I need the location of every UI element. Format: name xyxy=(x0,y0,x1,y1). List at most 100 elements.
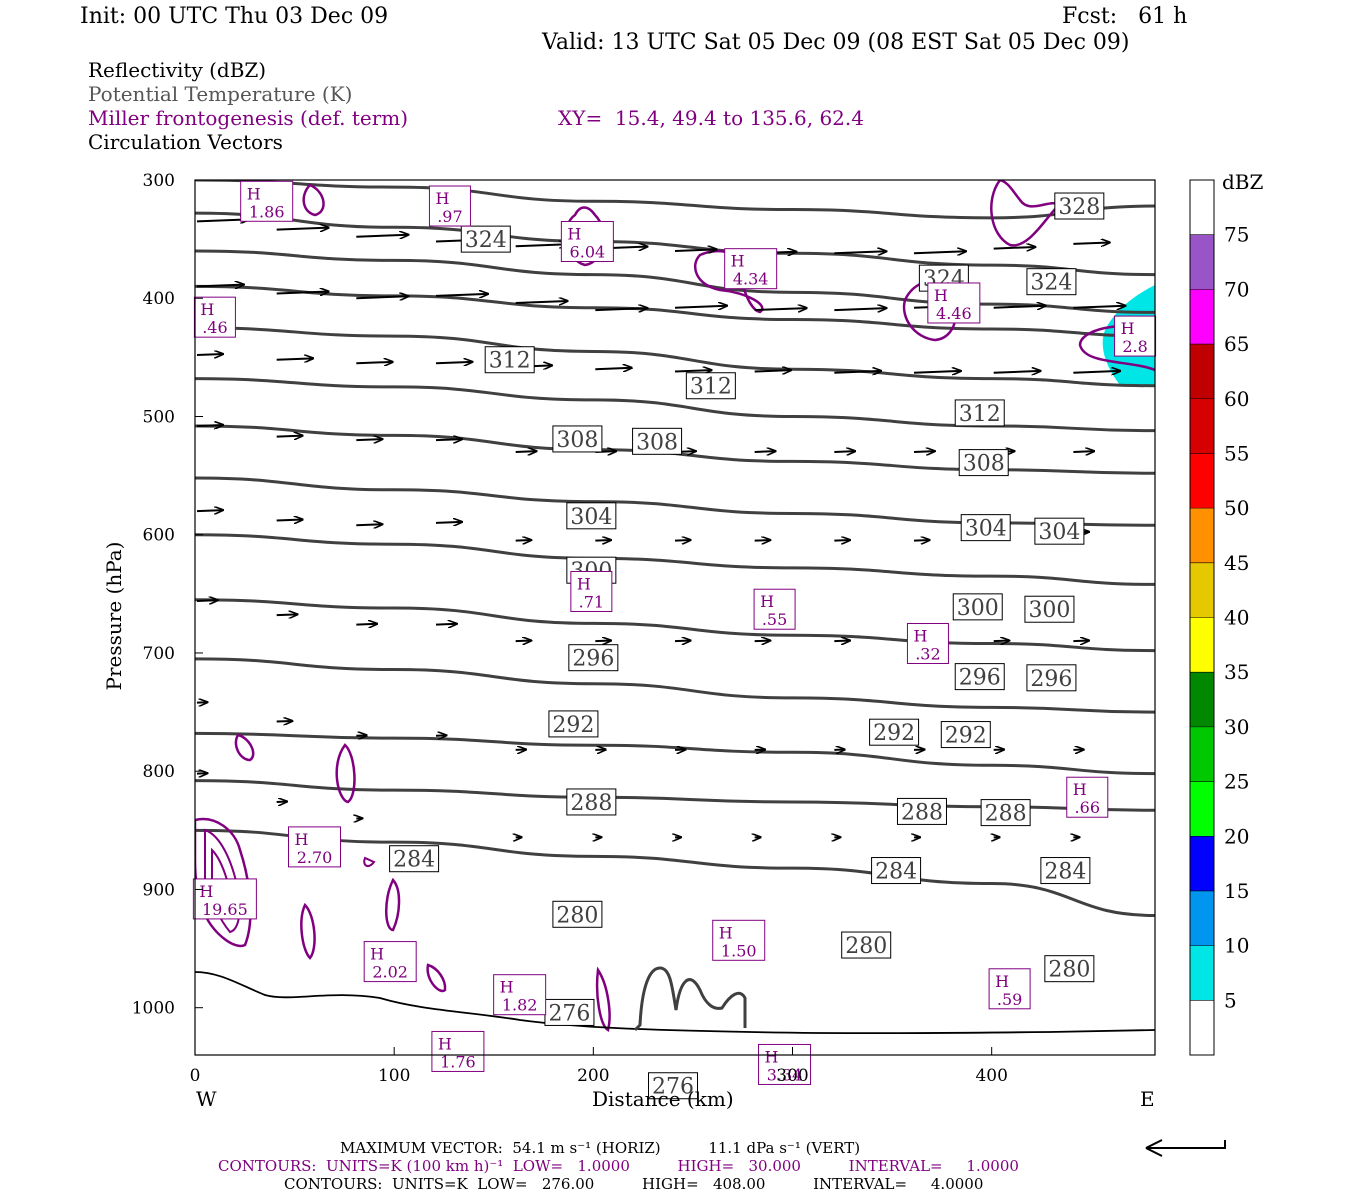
fronto-max-h: H xyxy=(435,189,449,208)
fronto-max-marker: H19.65 xyxy=(192,878,257,920)
circulation-vector xyxy=(276,721,293,722)
fronto-max-value: 2.02 xyxy=(372,963,408,982)
fronto-max-box xyxy=(927,282,981,324)
y-tick-label: 900 xyxy=(143,880,175,900)
theta-label: 308 xyxy=(636,430,678,455)
fronto-max-box xyxy=(428,185,471,227)
fronto-max-h: H xyxy=(765,1047,779,1066)
theta-label: 284 xyxy=(875,860,917,885)
colorbar-segment xyxy=(1190,890,1214,946)
init-time: Init: 00 UTC Thu 03 Dec 09 xyxy=(80,4,389,29)
colorbar-label: 35 xyxy=(1224,660,1249,684)
colorbar-segment xyxy=(1190,398,1214,454)
theta-label: 312 xyxy=(959,402,1001,427)
theta-label: 280 xyxy=(845,934,887,959)
fronto-max-h: H xyxy=(760,592,774,611)
fronto-max-value: 2.8 xyxy=(1122,337,1147,356)
circulation-vector xyxy=(674,540,691,541)
fronto-max-h: H xyxy=(199,882,213,901)
plot-frame xyxy=(194,179,1156,1056)
theta-label-box xyxy=(841,931,892,959)
theta-label-box xyxy=(1044,955,1095,983)
x-tick-label: 100 xyxy=(378,1066,410,1086)
dbz-colorbar: 5 10 15 20 25 30 35 40 45 50 55 60 65 70 75 xyxy=(1189,179,1249,1056)
fronto-max-h: H xyxy=(934,286,948,305)
fronto-max-marker: H6.04 xyxy=(560,220,614,262)
theta-label-box xyxy=(1040,857,1091,885)
fronto-contour xyxy=(335,743,356,804)
reference-vector-arrow xyxy=(1145,1139,1226,1157)
fronto-max-marker: H1.76 xyxy=(431,1030,485,1072)
theta-292-contour xyxy=(195,598,1155,653)
circulation-vector xyxy=(1073,371,1120,373)
axes: 0 100 200 300 400 300 400 500 600 700 800 900 1000 xyxy=(132,171,1008,1086)
circulation-vector xyxy=(435,439,462,440)
fronto-max-h: H xyxy=(913,627,927,646)
circulation-vector xyxy=(595,641,611,642)
circulation-vector xyxy=(515,451,537,452)
colorbar-label: 60 xyxy=(1224,387,1249,411)
colorbar-label: 15 xyxy=(1224,879,1249,903)
fronto-max-value: 6.04 xyxy=(570,242,606,261)
theta-276-bumps xyxy=(633,966,747,1032)
y-tick-label: 500 xyxy=(143,407,175,427)
theta-label: 300 xyxy=(957,596,999,621)
fronto-contour xyxy=(302,183,325,217)
fronto-max-value: 1.76 xyxy=(440,1052,476,1071)
fronto-max-box xyxy=(240,180,294,222)
colorbar-label: 45 xyxy=(1224,551,1249,575)
fronto-max-marker: H4.46 xyxy=(927,282,981,324)
fronto-max-h: H xyxy=(577,574,591,593)
circulation-vector xyxy=(674,306,727,308)
fronto-max-marker: H.66 xyxy=(1066,776,1109,818)
fronto-max-marker: H2.8 xyxy=(1114,315,1157,357)
circulation-vector xyxy=(356,524,382,525)
colorbar-segment xyxy=(1190,617,1214,673)
circulation-vector xyxy=(515,301,568,303)
fronto-max-box xyxy=(906,623,949,665)
circulation-vector xyxy=(276,228,329,230)
fronto-max-value: 1.50 xyxy=(721,941,757,960)
circulation-vector xyxy=(356,235,408,237)
forecast-hour: Fcst: 61 h xyxy=(1062,4,1188,29)
fronto-max-h: H xyxy=(1121,319,1135,338)
fronto-max-h: H xyxy=(731,252,745,271)
fronto-max-box xyxy=(988,968,1031,1010)
colorbar-label: 55 xyxy=(1224,441,1249,465)
y-tick-label: 300 xyxy=(143,171,175,191)
theta-label-box xyxy=(552,900,603,928)
theta-label-box xyxy=(1034,517,1085,545)
y-tick-label: 800 xyxy=(143,762,175,782)
theta-label: 296 xyxy=(959,666,1001,691)
fronto-max-box xyxy=(570,570,613,612)
fronto-contour xyxy=(426,963,447,993)
fronto-contour xyxy=(385,877,401,932)
colorbar-label: 30 xyxy=(1224,715,1249,739)
theta-label: 292 xyxy=(873,721,915,746)
theta-label: 292 xyxy=(945,724,987,749)
theta-label-box xyxy=(544,998,595,1026)
circulation-vector xyxy=(595,368,631,369)
fronto-max-box xyxy=(758,1043,812,1085)
fronto-max-value: 1.82 xyxy=(502,996,538,1015)
circulation-vector xyxy=(834,251,886,253)
circulation-vector xyxy=(435,522,462,523)
circulation-vector xyxy=(196,285,244,287)
circulation-vector xyxy=(674,249,717,251)
fronto-max-h: H xyxy=(500,978,514,997)
theta-label-box xyxy=(548,710,599,738)
circulation-vector xyxy=(356,362,392,363)
theta-276-contour xyxy=(195,828,1155,917)
theta-300-contour xyxy=(195,476,1155,527)
colorbar-label: 5 xyxy=(1224,988,1237,1012)
theta-contour-info: CONTOURS: UNITS=K LOW= 276.00 HIGH= 408.… xyxy=(284,1175,984,1193)
theta-label-box xyxy=(871,857,922,885)
colorbar-segment xyxy=(1190,1000,1214,1055)
circulation-vector xyxy=(276,614,298,615)
fronto-max-h: H xyxy=(719,923,733,942)
fronto-max-box xyxy=(363,941,417,983)
colorbar-segment xyxy=(1190,180,1214,235)
theta-label-box xyxy=(566,502,617,530)
